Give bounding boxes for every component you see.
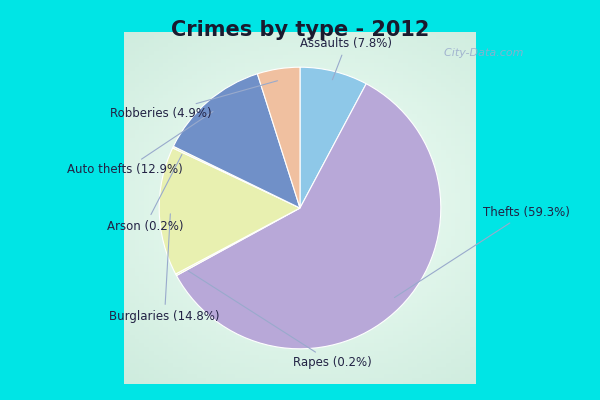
Wedge shape xyxy=(173,74,300,208)
Wedge shape xyxy=(176,84,441,349)
Wedge shape xyxy=(176,208,300,276)
Text: Arson (0.2%): Arson (0.2%) xyxy=(107,154,183,233)
Wedge shape xyxy=(173,146,300,208)
Text: Assaults (7.8%): Assaults (7.8%) xyxy=(301,37,392,80)
Text: Rapes (0.2%): Rapes (0.2%) xyxy=(188,271,372,369)
Text: Burglaries (14.8%): Burglaries (14.8%) xyxy=(109,214,220,323)
Text: City-Data.com: City-Data.com xyxy=(437,48,523,58)
Text: Robberies (4.9%): Robberies (4.9%) xyxy=(110,81,277,120)
Wedge shape xyxy=(300,67,366,208)
Text: Crimes by type - 2012: Crimes by type - 2012 xyxy=(171,20,429,40)
Wedge shape xyxy=(257,67,300,208)
Text: Auto thefts (12.9%): Auto thefts (12.9%) xyxy=(67,112,213,176)
Text: Thefts (59.3%): Thefts (59.3%) xyxy=(394,206,570,298)
Wedge shape xyxy=(159,148,300,274)
